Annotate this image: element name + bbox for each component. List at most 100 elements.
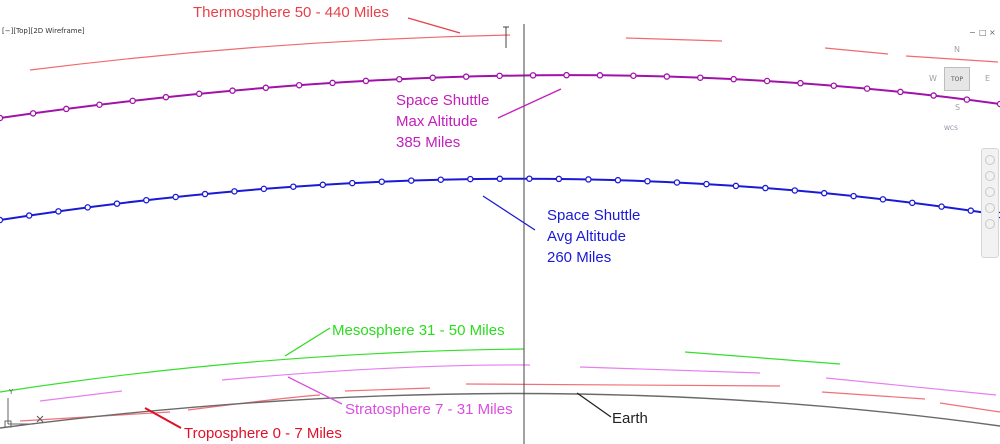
troposphere-leader [144,407,182,429]
view-cube-south[interactable]: S [955,103,961,112]
view-cube-west[interactable]: W [929,74,937,83]
orbit-vertex [295,81,303,89]
orbit-vertex [663,73,671,80]
orbit-icon[interactable] [985,203,995,213]
orbit-vertex [529,72,537,79]
orbit-vertex [673,179,681,186]
orbit-vertex [596,72,604,79]
view-cube-east[interactable]: E [985,74,991,83]
orbit-vertex [29,110,37,117]
shuttle-max-vertices [0,71,1000,122]
orbit-vertex [362,77,370,85]
thermosphere-leader [407,17,461,34]
orbit-vertex [262,84,270,92]
orbit-vertex [930,92,937,99]
orbit-vertex [408,177,415,184]
orbit-vertex [63,105,70,113]
orbit-vertex [201,190,209,198]
viewport-controls-label[interactable]: [−][Top][2D Wireframe] [2,27,85,35]
shuttle-max-leader [497,88,562,119]
orbit-vertex [563,71,570,79]
zoom-extents-icon[interactable] [985,187,995,197]
stratosphere-leader [287,376,343,405]
orbit-vertex [703,180,710,188]
orbit-vertex [555,175,563,183]
orbit-vertex [229,87,236,94]
ucs-menu[interactable]: WCS [944,125,958,132]
shuttle-avg-vertices [0,175,1000,224]
orbit-vertex [462,73,470,80]
orbit-vertex [526,175,533,182]
restore-icon[interactable]: □ [979,28,987,37]
shuttle-avg-label: Space Shuttle Avg Altitude 260 Miles [547,207,641,266]
orbit-vertex [730,75,737,83]
orbit-vertex [84,204,91,211]
orbit-vertex [231,188,238,195]
orbit-vertex [349,179,356,187]
orbit-vertex [630,72,637,80]
earth-label: Earth [612,410,648,427]
ucs-y-label: Y [8,388,14,396]
orbit-vertex [429,74,436,82]
orbit-vertex [496,72,503,80]
ucs-icon: Y [4,388,44,428]
shuttle-avg-leader [482,195,536,231]
orbit-vertex [732,182,740,190]
shuttle-avg-orbit[interactable] [0,177,1000,221]
showmotion-icon[interactable] [985,219,995,229]
troposphere-label: Troposphere 0 - 7 Miles [184,425,342,442]
earth-leader [576,392,612,418]
navigation-bar[interactable] [981,148,999,258]
orbit-vertex [378,178,386,185]
mesosphere-leader [284,327,331,357]
orbit-vertex [25,212,33,219]
orbit-vertex [791,187,799,194]
orbit-vertex [797,79,804,87]
view-cube-north[interactable]: N [954,45,960,54]
orbit-vertex [260,185,268,193]
orbit-vertex [396,75,403,83]
orbit-vertex [162,93,170,101]
orbit-vertex [850,192,857,200]
orbit-vertex [113,200,121,207]
leader-lines [144,17,612,429]
orbit-vertex [897,88,904,96]
orbit-vertex [585,176,592,183]
mesosphere-label: Mesosphere 31 - 50 Miles [332,322,505,339]
shuttle-max-orbit[interactable] [0,74,1000,119]
orbit-vertex [820,189,828,197]
orbit-vertex [172,193,179,201]
orbit-vertex [938,203,945,210]
pan-icon[interactable] [985,171,995,181]
orbit-vertex [762,184,769,192]
orbit-vertex [830,82,838,89]
orbit-vertex [644,177,651,185]
close-icon[interactable]: × [989,28,996,37]
orbit-vertex [96,101,103,109]
orbit-vertex [55,208,62,215]
thermosphere-line[interactable] [29,34,999,71]
orbit-vertex [0,114,4,122]
view-cube-top-face[interactable]: TOP [944,67,970,91]
thermosphere-label: Thermosphere 50 - 440 Miles [193,4,389,21]
orbit-vertex [967,207,975,214]
full-navigation-wheel-icon[interactable] [985,155,995,165]
shuttle-max-label: Space Shuttle Max Altitude 385 Miles [396,92,490,151]
orbit-vertex [496,175,504,183]
stratosphere-line[interactable] [39,364,997,402]
orbit-vertex [467,175,474,183]
crosshair-pickbox [503,26,509,48]
orbit-vertex [319,181,327,189]
mesosphere-line[interactable] [0,348,841,393]
orbit-vertex [863,85,871,92]
orbit-vertex [329,79,336,87]
orbit-vertex [437,176,445,183]
orbit-vertex [879,196,887,203]
orbit-vertex [963,96,971,103]
minimize-icon[interactable]: − [969,28,976,37]
orbit-vertex [909,199,916,207]
stratosphere-label: Stratosphere 7 - 31 Miles [345,401,513,418]
orbit-vertex [996,100,1000,108]
